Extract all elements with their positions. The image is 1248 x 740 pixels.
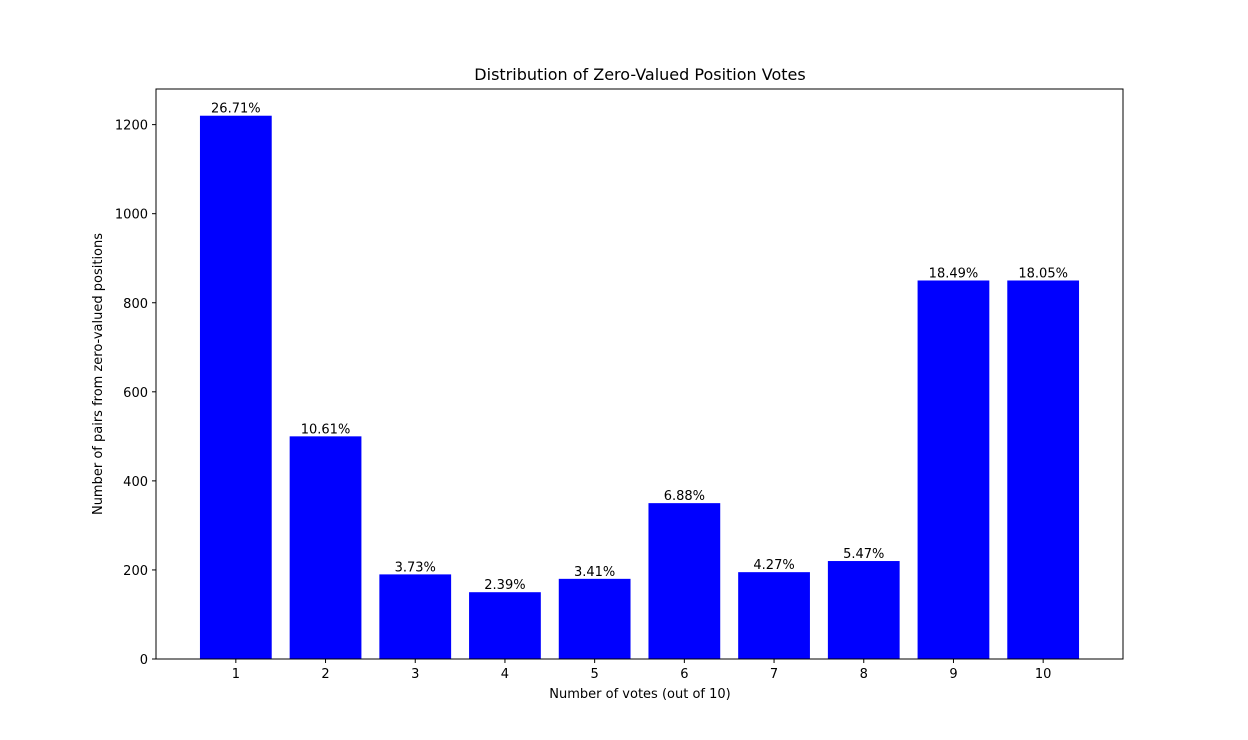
x-tick-label: 9 [949,667,957,682]
chart-title: Distribution of Zero-Valued Position Vot… [474,65,805,84]
x-tick-label: 5 [591,667,599,682]
bar-data-label: 26.71% [211,102,261,117]
x-tick-label: 1 [232,667,240,682]
bar-data-label: 6.88% [664,489,705,504]
bar-data-labels: 26.71% 10.61% 3.73% 2.39% 3.41% 6.88% 4.27% 5.4… [211,102,1068,593]
y-tick-label: 0 [140,653,148,668]
y-tick-label: 400 [123,475,148,490]
y-tick-label: 600 [123,386,148,401]
y-tick-label: 200 [123,564,148,579]
plot-area-frame [155,88,1124,660]
bar-data-label: 5.47% [843,547,884,562]
x-tick-label: 2 [321,667,329,682]
x-tick-label: 4 [501,667,509,682]
bar-5 [558,578,631,659]
bar-data-label: 10.61% [301,422,351,437]
x-axis: 1 2 3 4 5 6 7 8 9 10 [232,659,1052,682]
y-axis: 0 200 400 600 800 1000 1200 [115,119,156,668]
y-tick-label: 800 [123,297,148,312]
bar-data-label: 18.05% [1018,266,1068,281]
bar-8 [827,561,900,659]
bar-data-label: 18.49% [929,266,979,281]
bar-10 [1007,280,1080,659]
y-tick-label: 1000 [115,208,148,223]
x-tick-label: 8 [860,667,868,682]
x-tick-label: 10 [1035,667,1052,682]
x-axis-label: Number of votes (out of 10) [549,687,730,702]
bar-9 [917,280,990,659]
bar-6 [648,503,721,659]
bar-4 [469,592,541,659]
y-tick-label: 1200 [115,119,148,134]
x-tick-label: 6 [680,667,688,682]
bar-data-label: 3.73% [395,560,436,575]
bar-7 [738,572,810,659]
y-axis-label: Number of pairs from zero-valued positio… [91,233,106,515]
bars [199,115,1080,659]
x-tick-label: 7 [770,667,778,682]
bar-2 [289,436,362,659]
bar-data-label: 4.27% [753,558,794,573]
x-tick-label: 3 [411,667,419,682]
bar-data-label: 3.41% [574,565,615,580]
bar-3 [379,574,452,659]
bar-data-label: 2.39% [484,578,525,593]
bar-1 [199,115,272,659]
